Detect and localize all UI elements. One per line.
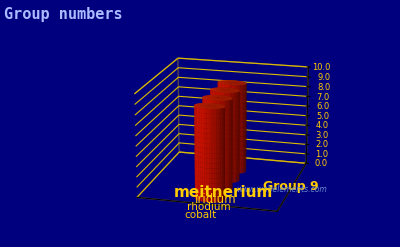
Text: Group numbers: Group numbers bbox=[4, 7, 123, 22]
